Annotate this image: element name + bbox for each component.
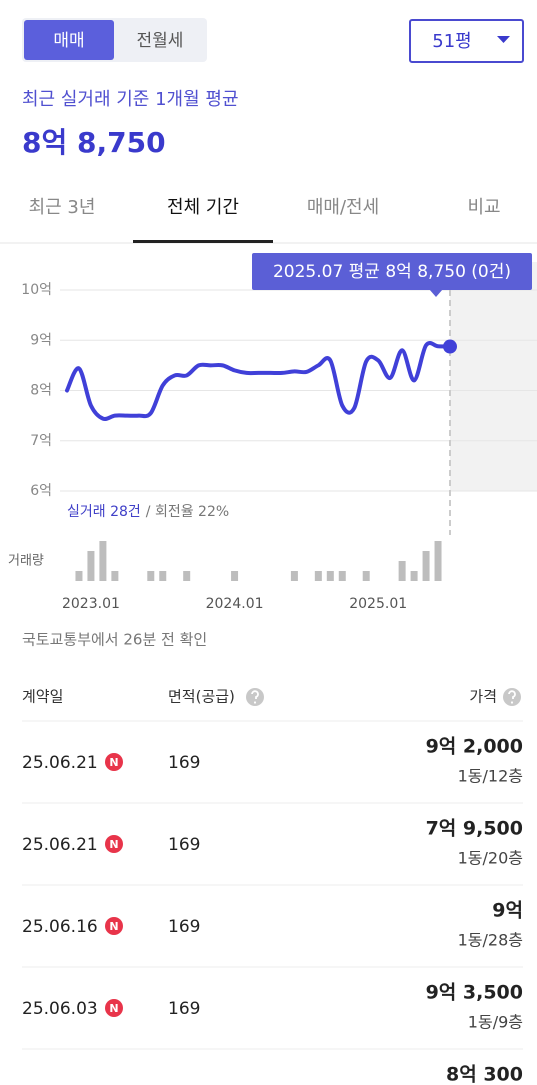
toggle-active[interactable]	[24, 20, 114, 60]
dropdown-caret	[497, 36, 510, 43]
volume-bar	[111, 571, 119, 581]
tab-underline	[133, 240, 273, 243]
tab[interactable]: 최근 3년	[29, 197, 96, 218]
new-badge	[105, 835, 123, 853]
tooltip	[252, 253, 532, 290]
toggle-option[interactable]: 매매	[53, 31, 84, 51]
row-date: 25.06.16	[22, 917, 98, 937]
table-header: 면적(공급)	[168, 688, 235, 706]
volume-bar	[326, 571, 334, 581]
x-tick-label: 2025.01	[349, 596, 407, 612]
tab[interactable]: 비교	[467, 197, 500, 218]
volume-bar	[410, 571, 418, 581]
new-badge	[105, 753, 123, 771]
volume-bar	[87, 551, 95, 581]
volume-label: 거래량	[8, 554, 44, 569]
table-header: 계약일	[22, 688, 63, 706]
volume-bar	[147, 571, 155, 581]
deals-label: 실거래 28건	[67, 504, 141, 520]
row-date: 25.06.21	[22, 753, 98, 773]
row-area: 169	[168, 753, 200, 773]
volume-bar	[362, 571, 370, 581]
new-badge-text: N	[109, 838, 118, 851]
y-tick-label: 7억	[30, 433, 52, 449]
row-price: 9억	[492, 900, 523, 922]
row-date: 25.06.21	[22, 835, 98, 855]
toggle-option[interactable]: 전월세	[137, 31, 184, 51]
new-badge-text: N	[109, 920, 118, 933]
source: 국토교통부에서 26분 전 확인	[22, 631, 207, 649]
row-area: 169	[168, 999, 200, 1019]
row-area: 169	[168, 917, 200, 937]
tab[interactable]: 전체 기간	[167, 197, 239, 218]
price-line	[65, 341, 452, 422]
volume-bar	[231, 571, 239, 581]
volume-bar	[422, 551, 430, 581]
volume-bar	[314, 571, 322, 581]
x-tick-label: 2023.01	[62, 596, 120, 612]
volume-bar	[99, 541, 107, 581]
dropdown-value[interactable]: 51평	[432, 31, 471, 52]
turnover-label: / 회전율 22%	[146, 504, 229, 520]
y-tick-label: 10억	[21, 282, 52, 298]
tooltip-pointer	[429, 289, 443, 297]
new-badge-text: N	[109, 756, 118, 769]
row-floor: 1동/12층	[458, 767, 523, 786]
x-tick-label: 2024.01	[206, 596, 264, 612]
volume-bar	[338, 571, 346, 581]
volume-bar	[159, 571, 167, 581]
row-price: 8억 300	[446, 1064, 523, 1085]
row-floor: 1동/9층	[468, 1013, 523, 1032]
volume-bar	[398, 561, 406, 581]
y-tick-label: 8억	[30, 383, 52, 399]
row-price: 7억 9,500	[426, 818, 523, 840]
help-icon[interactable]	[503, 688, 521, 706]
current-point	[443, 339, 457, 354]
y-tick-label: 6억	[30, 483, 52, 499]
help-icon[interactable]	[246, 688, 264, 706]
new-badge	[105, 999, 123, 1017]
volume-bar	[75, 571, 83, 581]
row-floor: 1동/20층	[458, 849, 523, 868]
new-badge-text: N	[109, 1002, 118, 1015]
subtitle: 최근 실거래 기준 1개월 평균	[22, 89, 239, 110]
future-region	[450, 262, 537, 491]
y-tick-label: 9억	[30, 332, 52, 348]
tooltip-text: 2025.07 평균 8억 8,750 (0건)	[273, 262, 511, 282]
table-header: 가격	[469, 688, 497, 706]
volume-bar	[290, 571, 298, 581]
price: 8억 8,750	[22, 126, 166, 159]
volume-bar	[434, 541, 442, 581]
row-area: 169	[168, 835, 200, 855]
new-badge	[105, 917, 123, 935]
volume-bar	[183, 571, 191, 581]
row-price: 9억 2,000	[426, 736, 523, 758]
dropdown[interactable]	[409, 19, 524, 63]
tab[interactable]: 매매/전세	[307, 197, 379, 218]
row-floor: 1동/28층	[458, 931, 523, 950]
row-date: 25.06.03	[22, 999, 98, 1019]
row-price: 9억 3,500	[426, 982, 523, 1004]
